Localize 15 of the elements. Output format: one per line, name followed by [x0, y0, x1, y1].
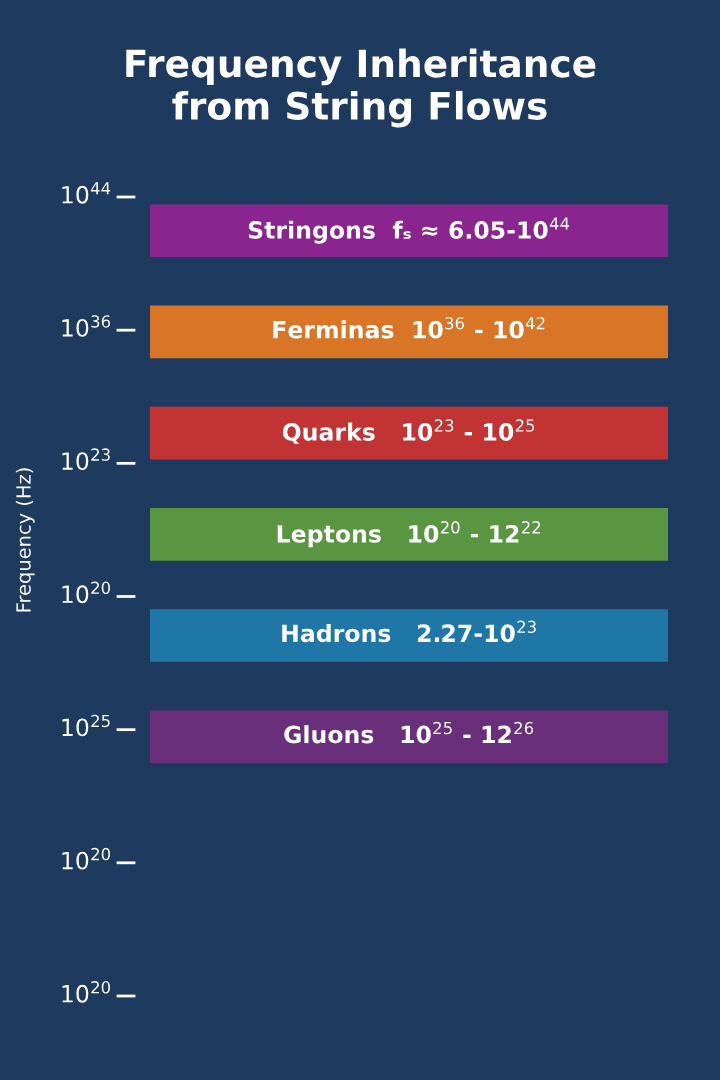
text: 10$^{20}$	[62, 847, 111, 870]
y-tick-label: Gluons 10$^{25}$ - 12$^{26}$	[284, 721, 534, 744]
text: 10$^{44}$	[62, 182, 111, 204]
y-tick-label: Leptons 10$^{20}$ - 12$^{22}$	[277, 521, 541, 548]
y-tick-label: Hadrons 2.27-10$^{23}$	[282, 620, 536, 643]
text: 10$^{36}$	[62, 315, 111, 337]
y-tick-label: Quarks 10$^{23}$ - 10$^{25}$	[282, 419, 535, 444]
text: 10$^{25}$	[62, 714, 110, 737]
text: 10$^{20}$	[62, 981, 111, 1003]
text: Frequency (Hz)	[15, 468, 35, 612]
text: 10$^{20}$	[62, 581, 111, 604]
y-tick-label: Stringons fₛ ≈ 6.05-10$^{44}$	[248, 217, 570, 244]
text: 10$^{23}$	[62, 448, 110, 470]
y-tick-label: Ferminas 10$^{36}$ - 10$^{42}$	[273, 316, 545, 339]
chart-title: Frequency Inheritance from String Flows	[126, 48, 596, 128]
